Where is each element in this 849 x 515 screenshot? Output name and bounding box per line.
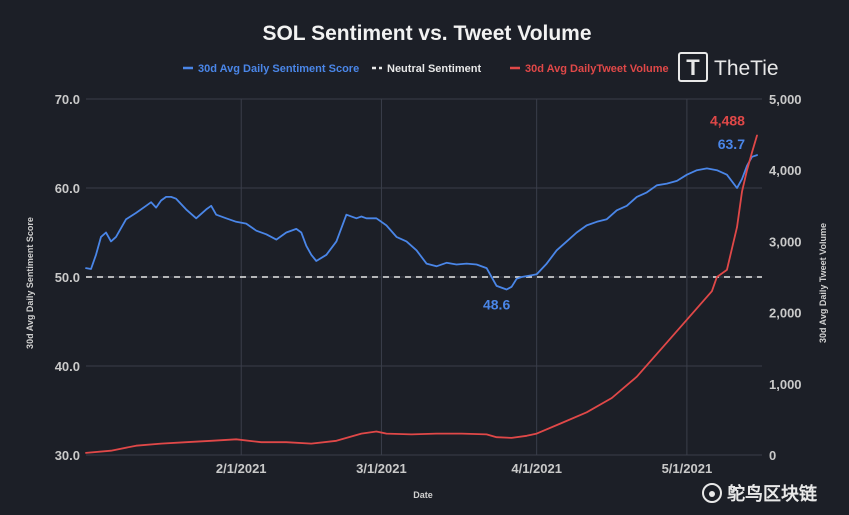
y-right-tick-label: 3,000 xyxy=(769,234,802,249)
y-left-tick-label: 70.0 xyxy=(55,92,80,107)
y-axis-right-label: 30d Avg Daily Tweet Volume xyxy=(818,223,828,343)
logo-box xyxy=(678,52,708,82)
weibo-icon xyxy=(702,483,722,503)
x-axis-label: Date xyxy=(413,490,433,500)
y-left-tick-label: 60.0 xyxy=(55,181,80,196)
y-axis-left-label: 30d Avg Daily Sentiment Score xyxy=(25,217,35,349)
data-label: 4,488 xyxy=(710,112,745,128)
x-tick-label: 5/1/2021 xyxy=(662,461,713,476)
legend-label-volume: 30d Avg DailyTweet Volume xyxy=(525,63,669,75)
legend: 30d Avg Daily Sentiment Score Neutral Se… xyxy=(183,63,669,75)
x-axis-ticks: 2/1/2021 3/1/2021 4/1/2021 5/1/2021 xyxy=(216,461,712,476)
sentiment-series-line xyxy=(85,154,758,291)
y-right-tick-label: 2,000 xyxy=(769,306,802,321)
watermark-text: 鸵鸟区块链 xyxy=(727,483,818,505)
annotations: 48.6 63.7 4,488 xyxy=(483,112,745,312)
y-axis-right-ticks: 0 1,000 2,000 3,000 4,000 5,000 xyxy=(769,92,802,463)
y-axis-left-ticks: 30.0 40.0 50.0 60.0 70.0 xyxy=(55,92,80,463)
data-label: 63.7 xyxy=(718,136,745,152)
thetie-logo: T TheTie xyxy=(678,52,779,82)
y-right-tick-label: 4,000 xyxy=(769,163,802,178)
watermark: 鸵鸟区块链 xyxy=(702,483,818,505)
y-left-tick-label: 50.0 xyxy=(55,270,80,285)
x-tick-label: 2/1/2021 xyxy=(216,461,267,476)
chart-title: SOL Sentiment vs. Tweet Volume xyxy=(262,22,591,45)
logo-letter: T xyxy=(686,55,700,80)
brand-name: TheTie xyxy=(714,57,779,80)
x-tick-label: 4/1/2021 xyxy=(511,461,562,476)
x-tick-label: 3/1/2021 xyxy=(356,461,407,476)
data-label: 48.6 xyxy=(483,296,510,312)
y-right-tick-label: 5,000 xyxy=(769,92,802,107)
y-right-tick-label: 0 xyxy=(769,448,776,463)
series xyxy=(85,134,762,454)
legend-label-sentiment: 30d Avg Daily Sentiment Score xyxy=(198,63,359,75)
tweet-volume-series-line xyxy=(85,134,758,454)
y-right-tick-label: 1,000 xyxy=(769,377,802,392)
y-left-tick-label: 40.0 xyxy=(55,359,80,374)
weibo-icon-eye xyxy=(709,491,715,497)
legend-label-neutral: Neutral Sentiment xyxy=(387,63,481,75)
y-left-tick-label: 30.0 xyxy=(55,448,80,463)
